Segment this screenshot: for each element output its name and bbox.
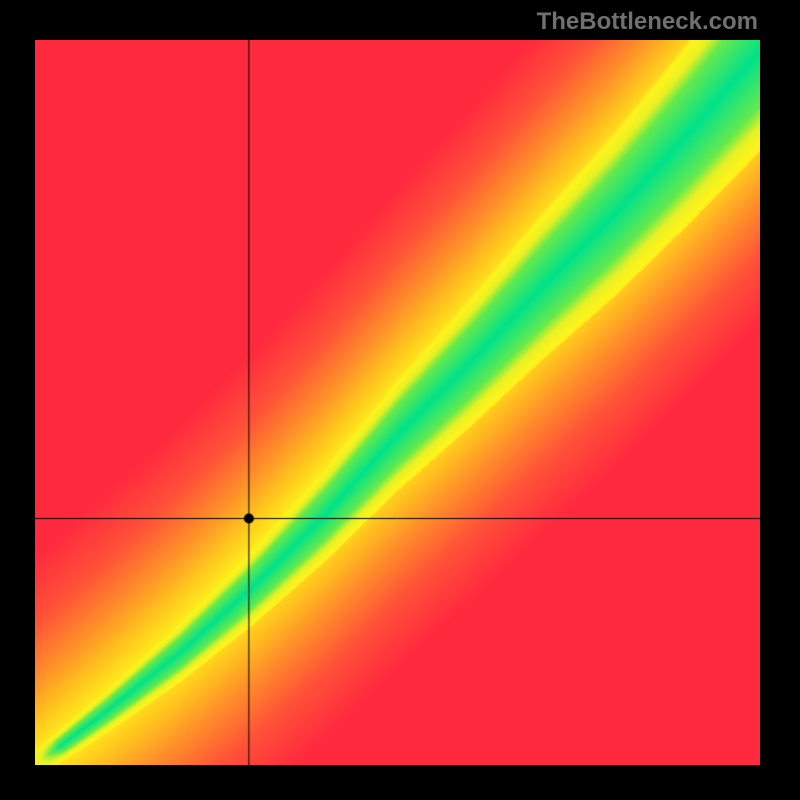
chart-container: TheBottleneck.com: [0, 0, 800, 800]
heatmap-canvas: [35, 40, 760, 765]
watermark-text: TheBottleneck.com: [537, 8, 758, 36]
heatmap-plot: [35, 40, 760, 765]
